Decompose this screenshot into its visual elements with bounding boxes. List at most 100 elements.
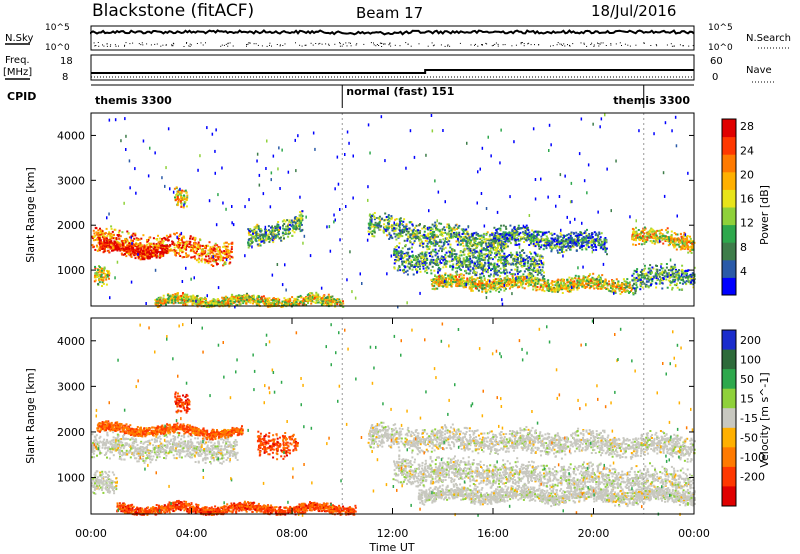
scatter-point [563,244,566,247]
nsearch-point [95,45,97,46]
scatter-point [163,245,166,247]
scatter-point [166,244,169,247]
scatter-point [413,256,416,259]
scatter-point [545,285,548,288]
scatter-point [176,195,179,198]
scatter-point [401,235,404,238]
scatter-point [488,239,491,242]
scatter-point [162,247,165,250]
scatter-point [470,235,473,238]
scatter-point [487,265,490,267]
scatter-point [465,256,468,259]
scatter-point [132,249,135,251]
scatter-point [393,262,396,265]
scatter-point [404,225,407,228]
scatter-point [116,241,119,244]
scatter-point [120,243,123,246]
scatter-point [189,237,191,240]
nsearch-point [202,44,204,46]
scatter-point [538,266,541,269]
scatter-point [102,276,105,279]
scatter-point [451,274,454,277]
scatter-point [477,254,479,257]
scatter-point [590,282,593,284]
nsearch-point [328,43,330,45]
scatter-point [495,282,498,284]
scatter-point [98,237,101,240]
scatter-point [476,237,479,240]
scatter-point [602,285,605,288]
scatter-point [165,234,168,237]
scatter-point [405,251,408,254]
nsearch-point [629,45,631,47]
scatter-point [253,232,256,234]
scatter-point [121,244,124,247]
scatter-point [501,244,504,247]
nsearch-point [481,44,483,46]
nsearch-point [363,43,365,45]
scatter-point [540,273,543,276]
scatter-point [256,225,259,228]
scatter-point [468,278,471,281]
scatter-point [253,228,256,231]
scatter-point [571,287,574,289]
scatter-point [593,287,596,290]
scatter-point [214,247,217,250]
scatter-point [256,243,259,246]
scatter-point [387,227,390,230]
scatter-point [455,283,458,286]
scatter-point [435,251,437,254]
scatter-point [441,280,444,283]
scatter-point [524,261,527,264]
scatter-point [511,275,514,278]
scatter-point [440,276,443,279]
scatter-point [394,259,397,261]
scatter-point [209,246,212,249]
scatter-point [504,268,507,271]
scatter-point [434,224,436,227]
scatter-point [533,256,536,259]
scatter-point [443,263,446,266]
power-scatter [91,113,696,309]
scatter-point [196,253,199,256]
scatter-point [145,249,148,252]
nsearch-point [504,44,506,46]
scatter-point [154,249,157,252]
scatter-point [425,240,428,243]
scatter-point [288,219,291,222]
scatter-point [569,241,572,244]
scatter-point [434,282,436,285]
scatter-point [505,255,508,258]
nsky-line [90,29,695,36]
scatter-point [158,242,161,245]
scatter-point [539,286,542,289]
scatter-point [424,258,427,261]
scatter-point [251,235,254,238]
scatter-point [483,279,486,282]
scatter-point [438,266,440,269]
scatter-point [447,274,450,277]
scatter-point [100,269,103,272]
scatter-point [453,226,456,229]
scatter-point [386,227,389,229]
scatter-point [606,284,609,287]
scatter-point [132,240,135,242]
scatter-point [407,230,410,233]
scatter-point [475,285,478,288]
scatter-point [532,260,535,263]
scatter-point [277,224,280,227]
scatter-point [422,236,425,239]
scatter-point [548,242,551,245]
scatter-point [114,228,117,231]
scatter-point [433,233,436,236]
scatter-point [483,232,486,235]
scatter-point [462,238,465,241]
scatter-point [517,234,520,237]
nsearch-point [188,45,190,47]
scatter-point [604,247,607,249]
scatter-point [443,258,446,261]
scatter-point [476,260,479,263]
scatter-point [182,250,185,253]
scatter-point [545,283,548,286]
scatter-point [114,247,117,250]
